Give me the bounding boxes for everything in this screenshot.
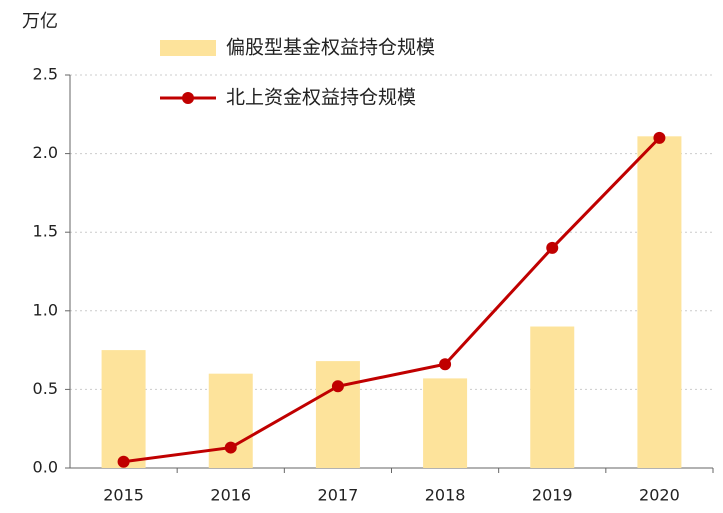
bar [208,373,253,468]
point [331,380,344,393]
x-tick-label: 2020 [639,486,680,505]
x-tick-label: 2019 [532,486,573,505]
point [653,131,666,144]
y-axis-label: 万亿 [22,11,58,32]
legend-swatch [182,92,194,104]
x-tick-label: 2018 [425,486,466,505]
line [123,136,661,464]
y-tick-label: 1.0 [33,300,58,319]
bar [423,378,468,468]
legend-swatch [160,40,216,56]
point [117,455,130,468]
bar [315,361,360,468]
y-tick-label: 0.0 [33,458,58,477]
x-tick-label: 2017 [318,486,359,505]
legend-label: 北上资金权益持仓规模 [226,87,416,109]
bar [637,136,682,469]
x-tick-label: 2015 [103,486,144,505]
y-tick-label: 2.5 [33,65,58,84]
legend-label: 偏股型基金权益持仓规模 [226,37,435,59]
bar [530,326,575,468]
x-tick-label: 2016 [210,486,251,505]
point [546,241,559,254]
point [439,358,452,371]
y-tick-label: 1.5 [33,222,58,241]
bar [101,350,146,468]
y-tick-label: 2.0 [33,143,58,162]
point [224,441,237,454]
y-tick-label: 0.5 [33,379,58,398]
